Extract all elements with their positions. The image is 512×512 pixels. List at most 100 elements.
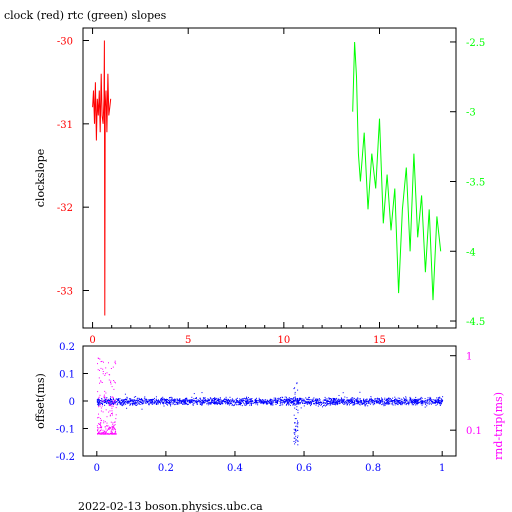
offset-point bbox=[369, 403, 371, 405]
offset-point bbox=[201, 401, 203, 403]
offset-point bbox=[156, 403, 158, 405]
offset-point bbox=[366, 403, 368, 404]
offset-point bbox=[370, 399, 372, 401]
offset-point bbox=[420, 400, 422, 402]
offset-point bbox=[219, 402, 221, 404]
offset-point bbox=[297, 389, 299, 391]
rnd-trip-point bbox=[102, 368, 104, 370]
rnd-trip-point bbox=[100, 433, 102, 435]
offset-point bbox=[285, 400, 287, 402]
offset-point bbox=[293, 432, 295, 434]
offset-point bbox=[201, 399, 203, 401]
offset-point bbox=[421, 402, 423, 404]
offset-point bbox=[429, 399, 431, 401]
offset-point bbox=[129, 401, 131, 403]
offset-point bbox=[312, 400, 314, 402]
offset-point bbox=[207, 401, 209, 402]
offset-point bbox=[246, 404, 248, 406]
offset-point bbox=[190, 399, 192, 401]
offset-point bbox=[299, 401, 301, 403]
offset-point bbox=[348, 402, 350, 404]
rnd-trip-point bbox=[103, 431, 105, 433]
offset-point bbox=[204, 402, 205, 404]
offset-point bbox=[233, 401, 235, 403]
offset-point bbox=[422, 402, 423, 404]
offset-point bbox=[416, 404, 418, 406]
offset-point bbox=[377, 398, 379, 400]
offset-point bbox=[440, 403, 442, 405]
offset-point bbox=[217, 402, 219, 404]
offset-point bbox=[297, 412, 299, 414]
offset-point bbox=[408, 402, 410, 404]
offset-point bbox=[426, 402, 428, 404]
offset-point bbox=[267, 402, 269, 404]
offset-point bbox=[385, 402, 387, 404]
offset-point bbox=[361, 404, 363, 405]
offset-point bbox=[425, 400, 427, 401]
offset-point bbox=[366, 398, 368, 400]
offset-point bbox=[145, 401, 147, 403]
rnd-trip-point bbox=[100, 429, 102, 431]
offset-point bbox=[207, 404, 209, 406]
offset-point bbox=[297, 429, 299, 431]
offset-point bbox=[297, 435, 299, 437]
offset-point bbox=[421, 404, 423, 406]
offset-point bbox=[172, 400, 174, 402]
rnd-trip-point bbox=[111, 414, 113, 416]
rnd-trip-point bbox=[113, 425, 115, 427]
offset-point bbox=[328, 403, 330, 404]
offset-point bbox=[347, 400, 349, 402]
offset-point bbox=[295, 430, 297, 432]
offset-point bbox=[183, 403, 185, 405]
offset-point bbox=[352, 404, 354, 406]
offset-point bbox=[151, 401, 153, 403]
offset-point bbox=[359, 399, 361, 401]
offset-point bbox=[110, 403, 112, 405]
offset-point bbox=[339, 400, 341, 402]
offset-point bbox=[171, 397, 173, 399]
offset-point bbox=[99, 400, 101, 402]
offset-point bbox=[138, 397, 140, 399]
rnd-trip-point bbox=[104, 430, 105, 432]
offset-point bbox=[163, 399, 165, 401]
offset-point bbox=[315, 403, 317, 404]
offset-point bbox=[148, 403, 150, 405]
offset-point bbox=[151, 401, 153, 403]
offset-point bbox=[183, 402, 185, 404]
offset-point bbox=[354, 401, 356, 403]
rnd-trip-point bbox=[112, 402, 114, 403]
offset-point bbox=[391, 403, 393, 405]
offset-point bbox=[117, 398, 119, 400]
offset-point bbox=[261, 401, 263, 403]
offset-point bbox=[338, 395, 340, 396]
rnd-trip-point bbox=[98, 358, 100, 359]
offset-point bbox=[126, 403, 128, 405]
offset-point bbox=[331, 401, 333, 403]
offset-point bbox=[409, 398, 411, 400]
offset-point bbox=[277, 398, 279, 400]
offset-point bbox=[413, 400, 415, 401]
rnd-trip-point bbox=[111, 410, 113, 412]
offset-point bbox=[387, 401, 389, 402]
offset-point bbox=[188, 402, 190, 403]
rnd-trip-point bbox=[99, 422, 101, 424]
offset-point bbox=[215, 399, 216, 400]
offset-point bbox=[296, 382, 298, 384]
top-y2-tick-label: -4.5 bbox=[466, 317, 485, 328]
rnd-trip-point bbox=[108, 411, 110, 413]
offset-point bbox=[158, 401, 160, 403]
offset-point bbox=[229, 402, 231, 404]
offset-point bbox=[297, 440, 299, 442]
offset-point bbox=[131, 400, 133, 402]
offset-point bbox=[379, 403, 381, 405]
offset-point bbox=[308, 399, 310, 401]
offset-point bbox=[410, 398, 412, 400]
offset-point bbox=[330, 400, 332, 402]
offset-point bbox=[174, 404, 176, 406]
offset-point bbox=[224, 401, 226, 403]
offset-point bbox=[313, 403, 314, 405]
rnd-trip-point bbox=[112, 429, 114, 431]
rnd-trip-point bbox=[115, 382, 116, 384]
offset-point bbox=[192, 404, 194, 406]
offset-point bbox=[230, 400, 232, 402]
